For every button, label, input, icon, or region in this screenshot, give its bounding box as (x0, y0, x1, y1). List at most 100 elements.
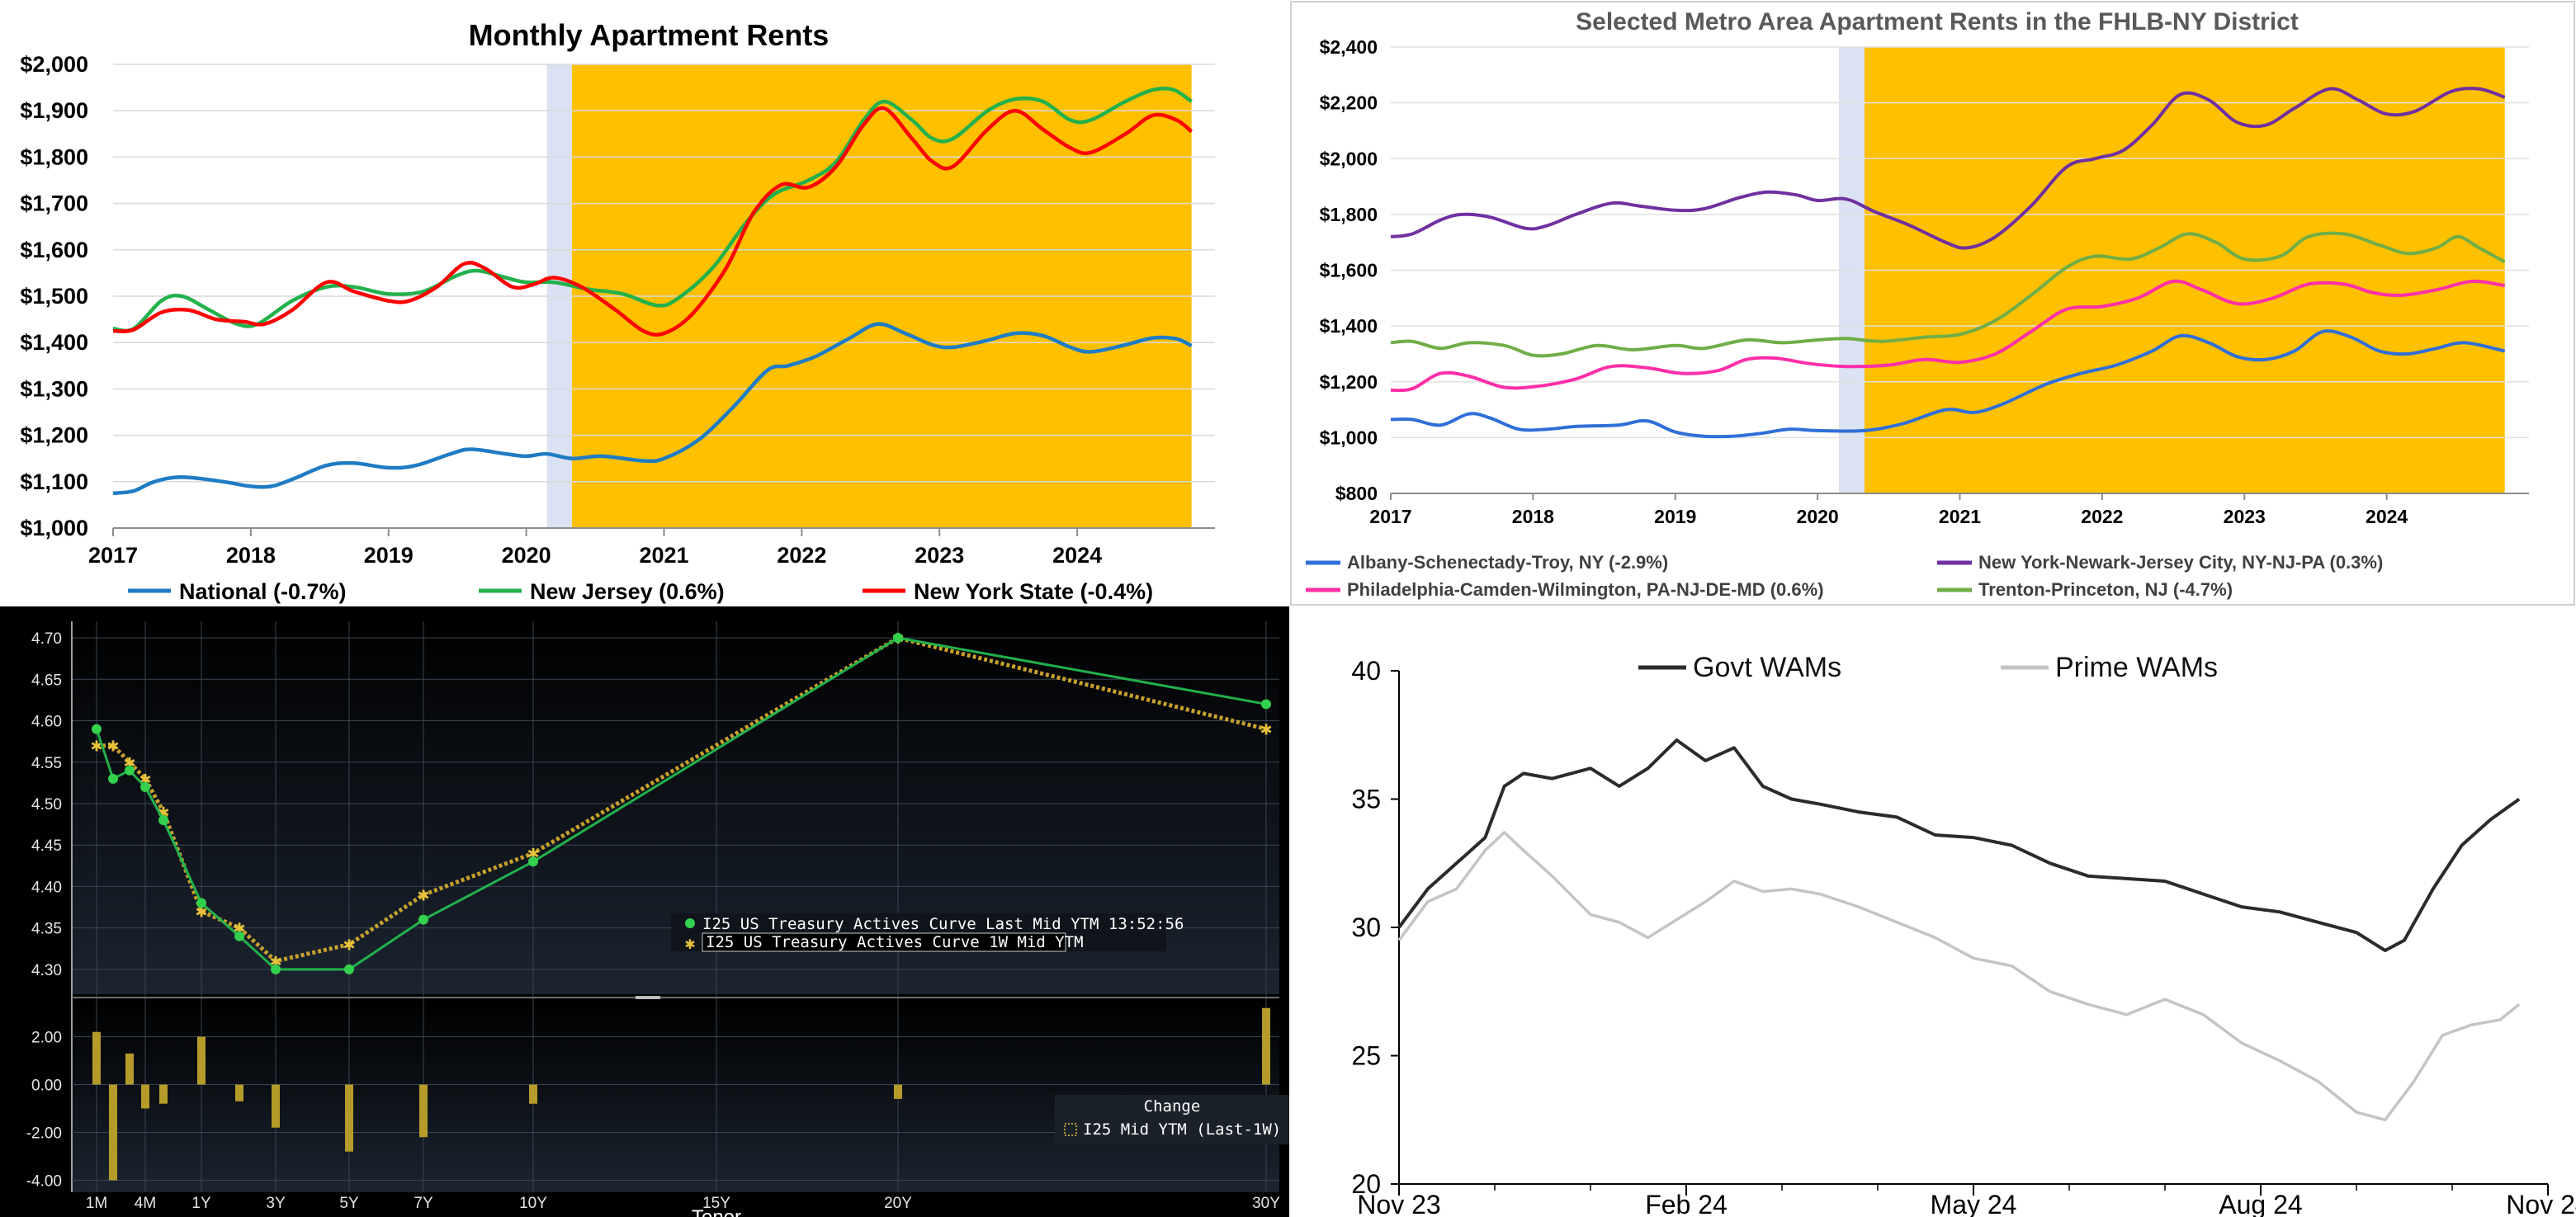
change-bar (197, 1036, 206, 1085)
x-tick-label: 2019 (1654, 506, 1696, 527)
series-marker-last (158, 815, 168, 826)
change-bar (235, 1084, 243, 1101)
y-tick-label: $1,400 (1320, 315, 1378, 337)
series-marker-1w: ✱ (106, 738, 119, 755)
legend-label-last: I25 US Treasury Actives Curve Last Mid Y… (702, 915, 1184, 933)
change-legend-swatch (1064, 1123, 1077, 1136)
change-y-tick-label: -4.00 (26, 1173, 62, 1191)
y-tick-label: $1,000 (20, 516, 88, 540)
series-line-new-york-newark-jersey-city-ny-nj-pa-0-3 (1390, 87, 2506, 250)
series-marker-last (108, 773, 118, 784)
y-tick-label: $1,800 (20, 144, 88, 169)
treasury-yield-curve-chart: 4.30 4.35 4.40 4.45 4.50 4.55 4.60 4.65 4.70 1M 4M… (0, 606, 1289, 1217)
x-tick-label: 2022 (777, 543, 826, 568)
y-tick-label: $1,600 (20, 238, 88, 262)
y-tick-label: 4.50 (31, 796, 62, 814)
x-tick-label: 2020 (502, 543, 551, 568)
change-bar (272, 1084, 280, 1128)
series-marker-1w: ✱ (343, 937, 355, 954)
legend-label: New Jersey (0.6%) (530, 579, 725, 604)
y-tick-label: 4.60 (31, 714, 62, 731)
x-tick-label: 15Y (702, 1195, 730, 1212)
legend-label: New York-Newark-Jersey City, NY-NJ-PA (0… (1978, 552, 2383, 573)
series-line-1w (97, 635, 1267, 964)
y-tick-label: $1,600 (1320, 260, 1378, 281)
change-y-tick-label: -2.00 (26, 1125, 62, 1143)
x-tick-label: 2023 (2224, 506, 2266, 527)
x-axis-title: Tenor (692, 1206, 741, 1217)
series-line-national-0-7 (112, 322, 1193, 496)
change-y-tick-label: 0.00 (31, 1078, 62, 1095)
change-bar (109, 1084, 117, 1181)
change-bar (529, 1084, 537, 1104)
y-tick-label: 4.55 (31, 755, 62, 772)
series-marker-last (234, 931, 244, 941)
x-tick-label: 1M (86, 1195, 107, 1212)
x-tick-label: 2019 (364, 543, 414, 568)
series-marker-last (92, 724, 102, 734)
series-marker-1w: ✱ (195, 904, 207, 921)
x-tick-label: Aug 24 (2219, 1190, 2302, 1217)
y-tick-label: 40 (1351, 656, 1381, 686)
y-tick-label: 35 (1351, 785, 1381, 814)
change-legend-title: Change (1144, 1097, 1201, 1116)
series-line-albany-schenectady-troy-ny-2-9 (1390, 329, 2506, 439)
x-tick-label: 2017 (1369, 506, 1411, 527)
y-tick-label: $1,200 (20, 423, 88, 448)
series-marker-last (271, 964, 281, 974)
y-tick-label: $2,400 (1320, 36, 1378, 58)
series-marker-last (1261, 699, 1271, 710)
x-tick-label: 2018 (226, 543, 276, 568)
metro-area-apartment-rents-chart: $800 $1,000 $1,200 $1,400 $1,600 $1,800 $2,000… (1289, 0, 2576, 606)
legend-label: Philadelphia-Camden-Wilmington, PA-NJ-DE… (1347, 579, 1824, 600)
x-tick-label: Nov 24 (2506, 1190, 2576, 1217)
series-marker-last (140, 781, 150, 792)
x-tick-label: 20Y (884, 1195, 912, 1212)
y-tick-label: $1,700 (20, 191, 88, 216)
x-tick-label: May 24 (1931, 1190, 2017, 1217)
series-marker-last (196, 898, 206, 908)
wam-chart: 20 25 30 35 40 Nov 23 Feb 24 May 24 Aug 24 Nov 24… (1289, 606, 2576, 1217)
y-tick-label: $1,500 (20, 284, 88, 309)
legend-label: National (-0.7%) (179, 579, 347, 604)
chart-3-svg: 4.30 4.35 4.40 4.45 4.50 4.55 4.60 4.65 4.70 1M 4M… (0, 606, 1289, 1217)
x-tick-label: 10Y (519, 1195, 547, 1212)
legend-label: Govt WAMs (1693, 652, 1841, 683)
x-tick-label: 7Y (414, 1195, 433, 1212)
series-marker-1w: ✱ (417, 887, 429, 903)
series-line-new-jersey-0-6 (112, 86, 1193, 333)
legend-highlight-1w (702, 932, 1066, 952)
y-tick-label: 4.30 (31, 962, 62, 979)
y-tick-label: 25 (1351, 1041, 1381, 1071)
y-tick-label: 4.65 (31, 672, 62, 689)
y-tick-label: 4.40 (31, 879, 62, 896)
legend-label-1w: I25 US Treasury Actives Curve 1W Mid YTM (706, 933, 1084, 951)
chart-title: Selected Metro Area Apartment Rents in t… (1576, 8, 2299, 35)
change-bar (1262, 1007, 1270, 1085)
chart-1-svg: $1,000 $1,100 $1,200 $1,300 $1,400 $1,500 $1,6… (0, 0, 1289, 606)
series-line-prime-wams (1397, 831, 2521, 1122)
change-y-tick-label: 2.00 (31, 1030, 62, 1047)
x-tick-label: 2017 (88, 543, 138, 568)
legend-marker-1w: ✱ (684, 938, 695, 952)
legend-label: Albany-Schenectady-Troy, NY (-2.9%) (1347, 552, 1668, 573)
change-bar (419, 1084, 428, 1138)
series-marker-last (528, 856, 538, 867)
series-marker-last (893, 633, 903, 644)
x-tick-label: 2021 (639, 543, 688, 568)
chart-background (1289, 606, 2576, 1217)
y-tick-label: $1,200 (1320, 371, 1378, 393)
x-tick-label: 30Y (1252, 1195, 1280, 1212)
y-tick-label: 4.35 (31, 921, 62, 938)
x-tick-label: 2022 (2081, 506, 2123, 527)
x-tick-label: 2023 (915, 543, 964, 568)
x-tick-label: 2021 (1939, 506, 1981, 527)
change-bar (159, 1084, 168, 1104)
x-tick-label: 1Y (191, 1195, 211, 1212)
change-bar (92, 1031, 101, 1085)
y-tick-label: $1,000 (1320, 427, 1378, 448)
series-line-philadelphia-camden-wilmington-pa-nj-de-md-0-6 (1390, 279, 2505, 393)
x-tick-label: 2018 (1512, 506, 1554, 527)
series-marker-last (125, 765, 135, 776)
change-legend-label: I25 Mid YTM (Last-1W) (1083, 1120, 1281, 1139)
